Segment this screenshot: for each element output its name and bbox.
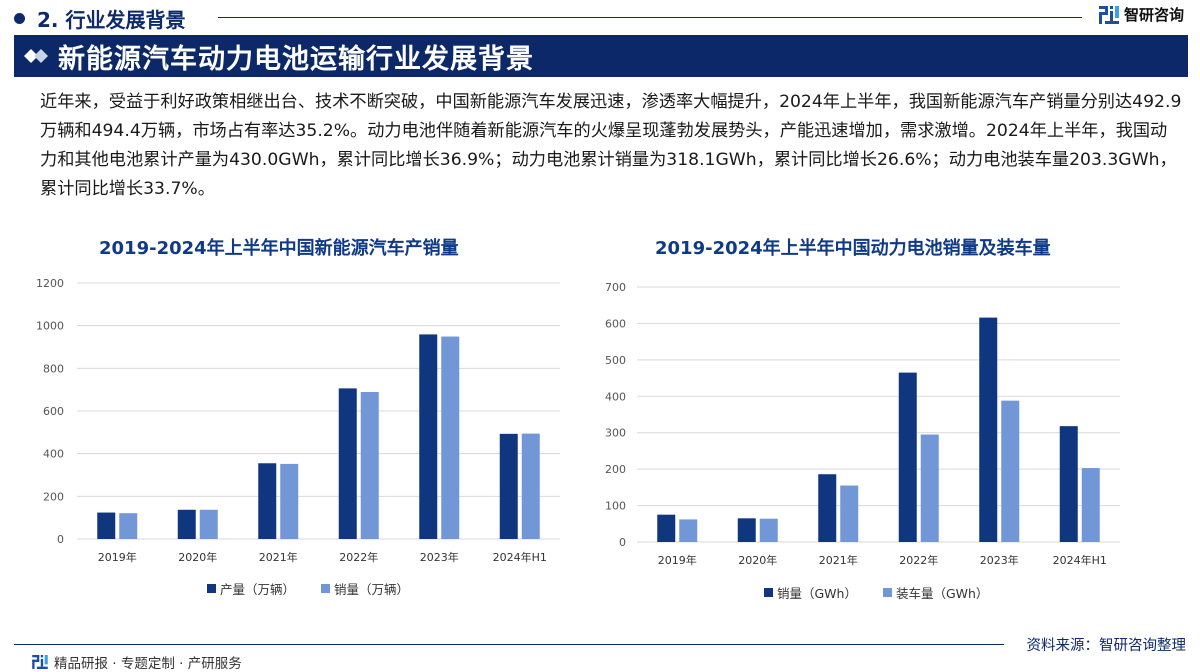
chart-nev-production-sales: 0 200 400 600 800 1000 1200 2019年 2020年 2021年 2022… bbox=[36, 277, 560, 564]
chart-title-battery-sales-installation: 2019-2024年上半年中国动力电池销量及装车量 bbox=[655, 238, 1051, 259]
x-category-label: 2019年 bbox=[658, 553, 697, 567]
y-tick-label: 1000 bbox=[36, 320, 64, 333]
y-tick-label: 0 bbox=[619, 536, 626, 549]
bar-series2 bbox=[1001, 400, 1020, 542]
y-tick-label: 400 bbox=[43, 448, 64, 461]
title-banner: 新能源汽车动力电池运输行业发展背景 bbox=[14, 35, 1188, 77]
x-category-label: 2022年 bbox=[339, 550, 378, 564]
y-tick-label: 600 bbox=[43, 405, 64, 418]
bar-series1 bbox=[1059, 426, 1078, 542]
y-tick-label: 300 bbox=[605, 427, 626, 440]
y-tick-label: 500 bbox=[605, 354, 626, 367]
bar-series2 bbox=[1081, 468, 1100, 542]
header-divider bbox=[218, 17, 1082, 18]
legend-item-production: 产量（万辆） bbox=[207, 579, 295, 598]
bar-series2 bbox=[119, 513, 138, 539]
brand-name: 智研咨询 bbox=[1123, 6, 1184, 24]
y-tick-label: 0 bbox=[57, 533, 64, 546]
y-tick-label: 400 bbox=[605, 390, 626, 403]
y-tick-label: 800 bbox=[43, 362, 64, 375]
legend-swatch-dark-icon bbox=[764, 588, 773, 597]
legend-swatch-dark-icon bbox=[207, 584, 216, 593]
slogan-text: 精品研报 · 专题定制 · 产研服务 bbox=[54, 656, 242, 672]
x-category-label: 2021年 bbox=[819, 553, 858, 567]
x-category-label: 2021年 bbox=[259, 550, 298, 564]
section-header: 2. 行业发展背景 bbox=[14, 4, 185, 32]
chart-legend-battery: 销量（GWh） 装车量（GWh） bbox=[764, 583, 988, 602]
legend-label: 销量（万辆） bbox=[334, 582, 410, 597]
brand-logo: 智研咨询 bbox=[1098, 4, 1184, 25]
bar-series2 bbox=[441, 336, 460, 539]
bar-series1 bbox=[338, 388, 357, 539]
chart-title-nev-production-sales: 2019-2024年上半年中国新能源汽车产销量 bbox=[99, 238, 459, 259]
double-diamond-icon bbox=[24, 49, 50, 63]
x-category-label: 2023年 bbox=[980, 553, 1019, 567]
bar-series1 bbox=[818, 474, 837, 542]
section-title: 2. 行业发展背景 bbox=[37, 7, 186, 32]
bar-series2 bbox=[840, 485, 859, 542]
y-tick-label: 200 bbox=[43, 490, 64, 503]
y-tick-label: 100 bbox=[605, 500, 626, 513]
legend-swatch-light-icon bbox=[321, 584, 331, 593]
bar-series2 bbox=[920, 434, 939, 542]
chart-legend-nev: 产量（万辆） 销量（万辆） bbox=[207, 579, 409, 598]
legend-label: 产量（万辆） bbox=[220, 582, 296, 597]
brand-mark-icon bbox=[1098, 5, 1119, 24]
bar-series2 bbox=[360, 392, 379, 539]
x-category-label: 2020年 bbox=[178, 550, 217, 564]
footer-divider bbox=[14, 644, 1004, 645]
bullet-dot-icon bbox=[14, 12, 25, 24]
brand-mark-icon bbox=[32, 655, 48, 669]
bar-series1 bbox=[258, 463, 277, 539]
bar-series2 bbox=[521, 433, 540, 539]
x-category-label: 2020年 bbox=[738, 553, 777, 567]
x-category-label: 2022年 bbox=[899, 553, 938, 567]
legend-item-sales: 销量（万辆） bbox=[321, 579, 409, 598]
bar-series1 bbox=[499, 433, 518, 539]
banner-title: 新能源汽车动力电池运输行业发展背景 bbox=[58, 43, 534, 75]
bar-series2 bbox=[679, 519, 698, 542]
intro-paragraph: 近年来，受益于利好政策相继出台、技术不断突破，中国新能源汽车发展迅速，渗透率大幅… bbox=[40, 92, 1182, 199]
x-category-label: 2019年 bbox=[98, 550, 137, 564]
x-category-label: 2024年H1 bbox=[1053, 553, 1107, 567]
bar-series1 bbox=[979, 317, 998, 542]
legend-label: 销量（GWh） bbox=[777, 586, 857, 601]
chart-battery-sales-installation: 0 100 200 300 400 500 600 700 2019年 2020年 2021年 202… bbox=[605, 281, 1120, 567]
footer-slogan: 精品研报 · 专题定制 · 产研服务 bbox=[32, 652, 242, 672]
y-tick-label: 1200 bbox=[36, 277, 64, 290]
y-tick-label: 200 bbox=[605, 463, 626, 476]
bar-series1 bbox=[657, 514, 676, 542]
legend-label: 装车量（GWh） bbox=[895, 586, 989, 601]
y-tick-label: 600 bbox=[605, 317, 626, 330]
x-category-label: 2024年H1 bbox=[493, 550, 547, 564]
legend-item-battery-sales: 销量（GWh） bbox=[764, 583, 857, 602]
data-source: 资料来源：智研咨询整理 bbox=[1026, 638, 1187, 654]
bar-series1 bbox=[737, 518, 756, 542]
bar-series2 bbox=[759, 518, 778, 542]
bar-series1 bbox=[898, 372, 917, 542]
bar-series2 bbox=[280, 463, 299, 539]
bar-series2 bbox=[199, 509, 218, 539]
y-tick-label: 700 bbox=[605, 281, 626, 294]
legend-swatch-light-icon bbox=[882, 588, 892, 597]
bar-series1 bbox=[177, 509, 196, 539]
bar-series1 bbox=[97, 512, 116, 539]
legend-item-installation: 装车量（GWh） bbox=[882, 583, 989, 602]
x-category-label: 2023年 bbox=[420, 550, 459, 564]
bar-series1 bbox=[419, 334, 438, 539]
